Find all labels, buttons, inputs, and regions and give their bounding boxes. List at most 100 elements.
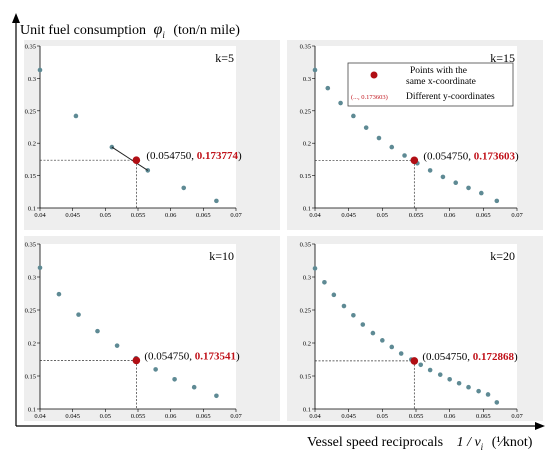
data-point <box>494 400 500 405</box>
data-point <box>37 67 43 73</box>
x-axis-label: Vessel speed reciprocals 1 / vi (¹⁄knot) <box>307 435 533 454</box>
legend-item2-symbol: (..., 0.173603) <box>351 94 388 101</box>
x-tick-label: 0.06 <box>444 212 456 219</box>
y-tick-label: 0.2 <box>28 141 36 148</box>
highlight-label-y: 0.173603 <box>474 150 516 162</box>
data-point <box>437 372 443 377</box>
highlight-point <box>410 156 419 165</box>
x-tick-label: 0.04 <box>309 413 321 420</box>
x-tick-label: 0.07 <box>511 212 523 219</box>
highlight-label-y: 0.173541 <box>195 350 236 362</box>
y-tick-label: 0.1 <box>303 206 311 213</box>
data-point <box>398 351 404 356</box>
x-tick-label: 0.065 <box>476 413 491 420</box>
x-tick-label: 0.055 <box>409 413 424 420</box>
x-tick-label: 0.055 <box>409 212 424 219</box>
data-point <box>322 279 327 285</box>
y-tick-label: 0.25 <box>300 108 311 115</box>
panel-title: k=10 <box>209 249 234 263</box>
data-point <box>214 393 219 399</box>
x-tick-label: 0.05 <box>377 212 388 219</box>
x-tick-label: 0.045 <box>341 212 356 219</box>
x-tick-label: 0.05 <box>100 413 111 420</box>
x-tick-label: 0.07 <box>511 413 523 420</box>
data-point <box>76 312 81 317</box>
y-tick-label: 0.15 <box>300 374 311 381</box>
data-point <box>453 180 459 186</box>
panel-k20: 0.1 0.15 0.2 0.25 0.3 0.35 0.04 0.045 0.05 0.055 0… <box>287 236 543 421</box>
data-point <box>312 67 318 73</box>
highlight-label-close: ) <box>514 351 518 363</box>
x-tick-label: 0.045 <box>65 212 80 219</box>
x-tick-label: 0.07 <box>230 212 242 219</box>
data-point <box>466 185 471 191</box>
data-point <box>476 388 481 394</box>
data-point <box>153 367 158 372</box>
data-point <box>363 125 369 130</box>
highlight-label-close: ) <box>236 350 240 362</box>
data-point <box>172 377 177 382</box>
highlight-label-y: 0.172868 <box>473 351 515 363</box>
data-point <box>37 265 43 271</box>
data-point <box>214 198 219 204</box>
x-tick-label: 0.04 <box>34 413 46 420</box>
x-tick-label: 0.05 <box>100 212 111 219</box>
data-point <box>351 312 356 318</box>
highlight-label-x: (0.054750, <box>146 150 196 162</box>
x-axis-label-symbol: 1 / v <box>457 435 482 450</box>
y-tick-label: 0.35 <box>300 242 311 249</box>
data-point <box>494 198 500 204</box>
y-tick-label: 0.25 <box>300 308 311 315</box>
data-point <box>325 85 331 91</box>
data-point <box>479 190 484 196</box>
panel-k5: 0.1 0.15 0.2 0.25 0.3 0.35 0.04 0.045 0.05 0.055 0… <box>24 40 280 230</box>
y-tick-label: 0.35 <box>300 44 311 51</box>
y-tick-label: 0.35 <box>25 44 36 51</box>
y-tick-label: 0.1 <box>303 407 311 414</box>
data-point <box>181 185 187 191</box>
highlight-label-x: (0.054750, <box>144 350 194 362</box>
highlight-point <box>410 357 419 365</box>
data-point <box>440 174 446 180</box>
data-point <box>312 266 318 271</box>
x-tick-label: 0.04 <box>34 212 46 219</box>
highlight-label-y: 0.173774 <box>197 150 239 162</box>
y-tick-label: 0.1 <box>28 206 36 213</box>
x-tick-label: 0.055 <box>131 212 146 219</box>
highlight-point <box>132 156 141 164</box>
highlight-label-x: (0.054750, <box>422 351 472 363</box>
y-tick-label: 0.35 <box>25 242 36 249</box>
highlight-point <box>132 356 141 365</box>
x-tick-label: 0.055 <box>131 413 146 420</box>
panel-title: k=20 <box>490 249 515 263</box>
plot-area <box>40 46 236 208</box>
data-point <box>485 392 491 397</box>
x-tick-label: 0.045 <box>65 413 80 420</box>
highlight-label: (0.054750, 0.173603) <box>423 150 519 162</box>
data-point <box>95 328 100 334</box>
data-point <box>389 344 395 350</box>
outer-axes <box>12 13 545 430</box>
y-axis-label-text: Unit fuel consumption <box>20 23 146 38</box>
legend-box <box>347 62 514 107</box>
x-axis-label-text: Vessel speed reciprocals <box>307 435 443 450</box>
y-tick-label: 0.15 <box>25 374 36 381</box>
data-point <box>341 303 347 309</box>
data-point <box>73 113 79 119</box>
y-axis-label-subscript: i <box>162 30 165 40</box>
x-axis-arrow-icon <box>535 422 545 430</box>
data-point <box>360 322 366 327</box>
plot-area <box>315 244 517 409</box>
y-axis-label-unit: (ton/n mile) <box>173 23 240 38</box>
interpolation-line <box>111 146 149 171</box>
data-point <box>418 362 424 368</box>
x-tick-label: 0.065 <box>476 212 491 219</box>
highlight-label-close: ) <box>515 150 519 162</box>
x-tick-label: 0.05 <box>377 413 388 420</box>
highlight-label: (0.054750, 0.173774) <box>146 150 242 162</box>
x-axis-label-unit: (¹⁄knot) <box>492 435 533 450</box>
y-tick-label: 0.3 <box>28 76 36 83</box>
highlight-label: (0.054750, 0.173541) <box>144 350 240 362</box>
x-tick-label: 0.04 <box>309 212 321 219</box>
